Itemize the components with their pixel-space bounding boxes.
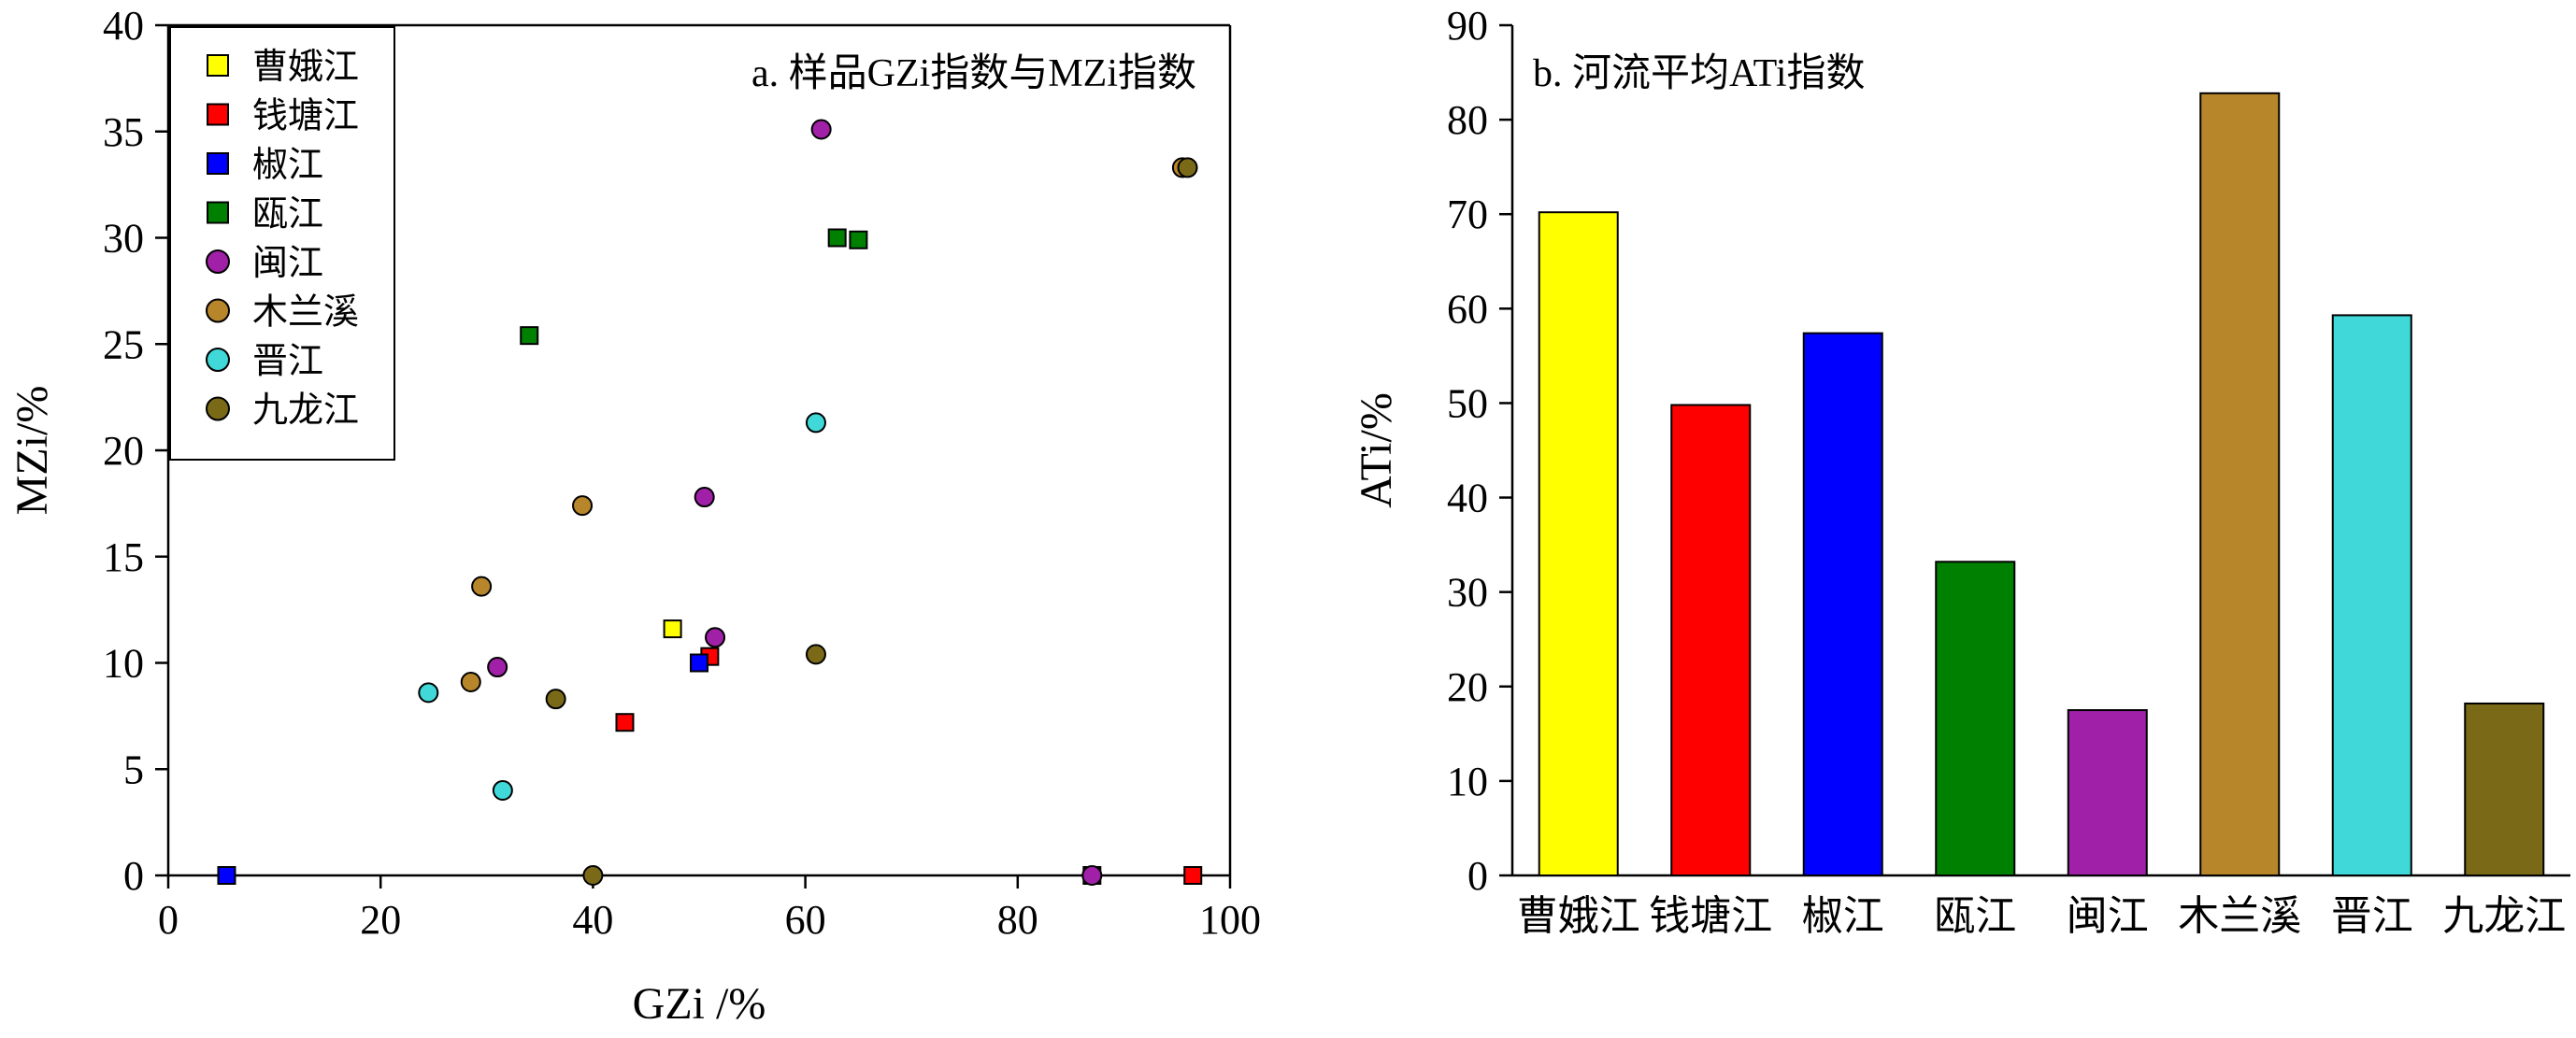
- bar: [2199, 92, 2281, 877]
- bar-y-tick-label: 0: [1467, 853, 1488, 899]
- legend-label: 钱塘江: [252, 97, 359, 136]
- scatter-x-tick-label: 100: [1199, 897, 1261, 943]
- bar-category-label: 曹娥江: [1517, 893, 1640, 939]
- scatter-point-circle: [487, 657, 508, 678]
- scatter-x-axis-title: GZi /%: [633, 979, 766, 1029]
- bar-y-tick-label: 90: [1447, 3, 1488, 49]
- scatter-point-circle: [805, 412, 826, 434]
- legend-marker-circle: [206, 348, 230, 372]
- scatter-point-circle: [572, 495, 594, 517]
- legend-marker-circle: [206, 249, 230, 274]
- legend-label: 木兰溪: [252, 293, 359, 333]
- bar-y-tick-label: 70: [1447, 192, 1488, 237]
- legend-marker-square: [207, 152, 229, 175]
- scatter-y-axis-title: MZi/%: [7, 386, 57, 516]
- scatter-x-ticks: 0 20 40 60 80 100: [158, 875, 1261, 943]
- scatter-point-square: [849, 230, 868, 249]
- legend-box: [169, 26, 395, 461]
- scatter-x-tick-label: 0: [158, 897, 179, 943]
- bar: [1935, 561, 2016, 876]
- legend-marker-circle: [206, 396, 230, 421]
- scatter-point-square: [663, 619, 682, 639]
- legend-label: 晋江: [252, 342, 323, 381]
- bar-category-label: 木兰溪: [2178, 893, 2301, 939]
- bar-y-tick-label: 30: [1447, 570, 1488, 616]
- scatter-point-square: [217, 866, 236, 885]
- scatter-panel: 0 20 40 60 80 100 0 5 10 15 20 25 30 35 40 曹娥江钱塘江椒江瓯江…: [7, 3, 1261, 1029]
- legend-label: 闽江: [252, 244, 323, 283]
- bar: [2331, 314, 2412, 876]
- legend-label: 椒江: [252, 146, 323, 185]
- bar-category-label: 九龙江: [2442, 893, 2566, 939]
- bar-panel: 0 10 20 30 40 50 60 70 80 90 曹娥江 钱塘江 椒江 瓯江 闽江 木兰溪 晋江 九龙江…: [1352, 3, 2570, 939]
- legend-label: 九龙江: [252, 391, 359, 431]
- scatter-point-circle: [705, 627, 726, 648]
- scatter-point-square: [615, 713, 635, 732]
- legend-marker-square: [207, 103, 229, 126]
- legend-marker-square: [207, 201, 229, 224]
- bar-category-label: 闽江: [2067, 893, 2149, 939]
- scatter-x-tick-label: 80: [997, 897, 1038, 943]
- bar: [1670, 404, 1752, 876]
- bar-category-labels: 曹娥江 钱塘江 椒江 瓯江 闽江 木兰溪 晋江 九龙江: [1517, 893, 2567, 939]
- scatter-point-circle: [418, 682, 439, 704]
- bar: [1538, 211, 1619, 876]
- scatter-point-circle: [1177, 157, 1198, 178]
- scatter-point-circle: [460, 671, 481, 692]
- scatter-y-tick-label: 25: [103, 321, 144, 367]
- scatter-x-tick-label: 40: [572, 897, 613, 943]
- scatter-y-tick-label: 30: [103, 216, 144, 262]
- legend-marker-square: [207, 54, 229, 77]
- bar-title: b. 河流平均ATi指数: [1533, 52, 1866, 95]
- scatter-point-circle: [805, 644, 826, 665]
- scatter-point-circle: [492, 780, 513, 801]
- scatter-y-tick-label: 0: [123, 853, 144, 899]
- scatter-point-circle: [471, 576, 493, 597]
- scatter-x-tick-label: 20: [360, 897, 401, 943]
- bar-category-label: 瓯江: [1934, 893, 2016, 939]
- scatter-y-tick-label: 20: [103, 428, 144, 474]
- scatter-x-tick-label: 60: [785, 897, 826, 943]
- legend-label: 瓯江: [252, 195, 323, 235]
- scatter-y-tick-label: 15: [103, 534, 144, 580]
- bar: [2464, 702, 2545, 876]
- bar-y-tick-label: 10: [1447, 759, 1488, 804]
- bar: [1802, 332, 1883, 877]
- scatter-point-square: [1183, 866, 1203, 885]
- scatter-point-circle: [1081, 865, 1103, 886]
- scatter-point-circle: [810, 119, 832, 140]
- bars: [1538, 92, 2545, 877]
- bar-category-label: 晋江: [2331, 893, 2413, 939]
- bar-category-label: 钱塘江: [1649, 893, 1772, 939]
- scatter-y-tick-label: 40: [103, 3, 144, 49]
- bar: [2067, 709, 2148, 876]
- bar-y-tick-label: 50: [1447, 380, 1488, 426]
- bar-category-label: 椒江: [1802, 893, 1884, 939]
- scatter-y-tick-label: 5: [123, 747, 144, 792]
- scatter-point-square: [690, 653, 708, 673]
- scatter-point-square: [520, 326, 539, 346]
- scatter-title: a. 样品GZi指数与MZi指数: [751, 52, 1196, 95]
- scatter-point-circle: [582, 865, 604, 886]
- scatter-point-circle: [694, 487, 715, 508]
- bar-y-axis-title: ATi/%: [1352, 392, 1401, 508]
- scatter-point-circle: [545, 689, 566, 710]
- legend-label: 曹娥江: [252, 48, 359, 87]
- scatter-y-ticks: 0 5 10 15 20 25 30 35 40: [103, 3, 168, 899]
- legend-marker-circle: [206, 298, 230, 323]
- scatter-y-tick-label: 10: [103, 641, 144, 687]
- bar-y-ticks: 0 10 20 30 40 50 60 70 80 90: [1447, 3, 1512, 899]
- bar-y-tick-label: 20: [1447, 664, 1488, 710]
- bar-y-tick-label: 80: [1447, 97, 1488, 143]
- bar-y-tick-label: 60: [1447, 286, 1488, 332]
- bar-y-tick-label: 40: [1447, 476, 1488, 521]
- scatter-y-tick-label: 35: [103, 109, 144, 155]
- scatter-point-square: [827, 228, 847, 248]
- scatter-points: [217, 119, 1203, 886]
